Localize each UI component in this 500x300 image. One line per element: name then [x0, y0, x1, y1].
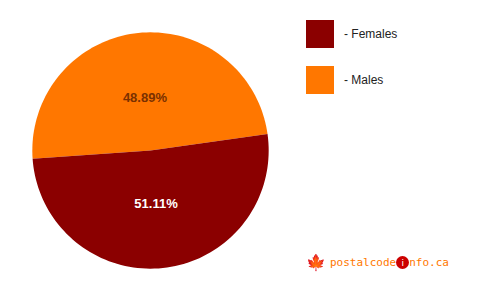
- svg-text:48.89%: 48.89%: [123, 90, 168, 105]
- svg-text:51.11%: 51.11%: [134, 196, 178, 211]
- html-text:- Females: - Females: [344, 27, 398, 41]
- html-text:🍁 postalcode i: 🍁 postalcode i: [306, 253, 404, 272]
- html-text:nfo.ca: nfo.ca: [409, 256, 449, 269]
- html-text:- Males: - Males: [344, 73, 384, 87]
